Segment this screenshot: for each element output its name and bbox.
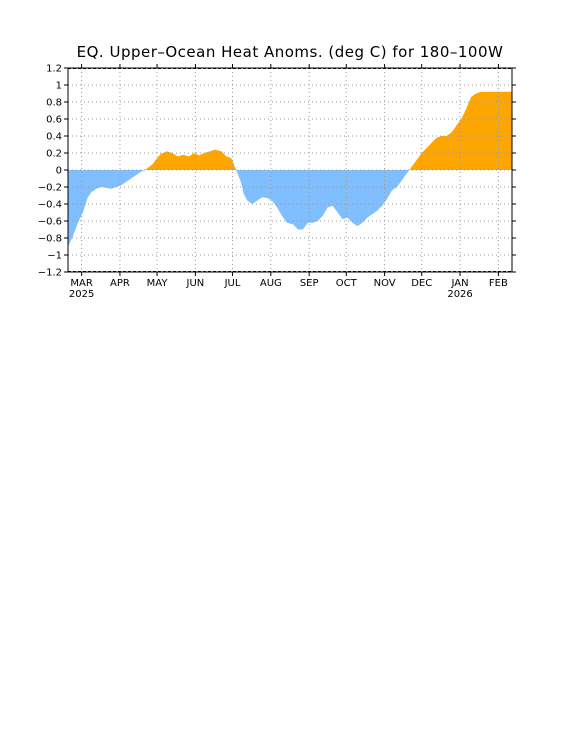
x-tick-label: MAR <box>70 278 92 289</box>
positive-anomaly-area <box>144 149 237 170</box>
area-fills <box>68 91 512 247</box>
x-tick-label: NOV <box>374 278 396 289</box>
x-tick-label: AUG <box>260 278 282 289</box>
x-tick-year-label: 2026 <box>447 289 472 300</box>
x-tick-label: JAN <box>451 278 469 289</box>
chart-title: EQ. Upper–Ocean Heat Anoms. (deg C) for … <box>77 43 504 61</box>
x-tick-label: MAY <box>147 278 169 289</box>
y-tick-label: 0.6 <box>46 115 62 126</box>
x-tick-label: FEB <box>489 278 508 289</box>
y-tick-label: −1 <box>47 251 62 262</box>
y-tick-label: 0.8 <box>46 98 62 109</box>
x-tick-label: JUN <box>186 278 205 289</box>
y-tick-label: −1.2 <box>38 268 62 279</box>
y-axis: 1.2 1 0.8 0.6 0.4 0.2 0 −0.2 −0.4 −0.6 −0.8 −1 −1.2 <box>38 64 516 279</box>
x-tick-year-label: 2025 <box>69 289 94 300</box>
negative-anomaly-area <box>68 170 145 247</box>
x-tick-label: DEC <box>411 278 432 289</box>
x-tick-label: SEP <box>300 278 319 289</box>
y-tick-label: −0.6 <box>38 217 62 228</box>
x-tick-label: APR <box>110 278 130 289</box>
y-tick-label: −0.2 <box>38 183 62 194</box>
positive-anomaly-area <box>409 91 512 170</box>
y-tick-label: −0.4 <box>38 200 62 211</box>
y-tick-label: 1.2 <box>46 64 62 75</box>
y-tick-label: 0.4 <box>46 132 62 143</box>
y-tick-label: −0.8 <box>38 234 62 245</box>
x-tick-label: JUL <box>224 278 241 289</box>
negative-anomaly-area <box>236 170 410 230</box>
y-tick-label: 1 <box>56 81 62 92</box>
x-tick-label: OCT <box>336 278 358 289</box>
y-tick-label: 0.2 <box>46 149 62 160</box>
y-tick-label: 0 <box>56 166 62 177</box>
